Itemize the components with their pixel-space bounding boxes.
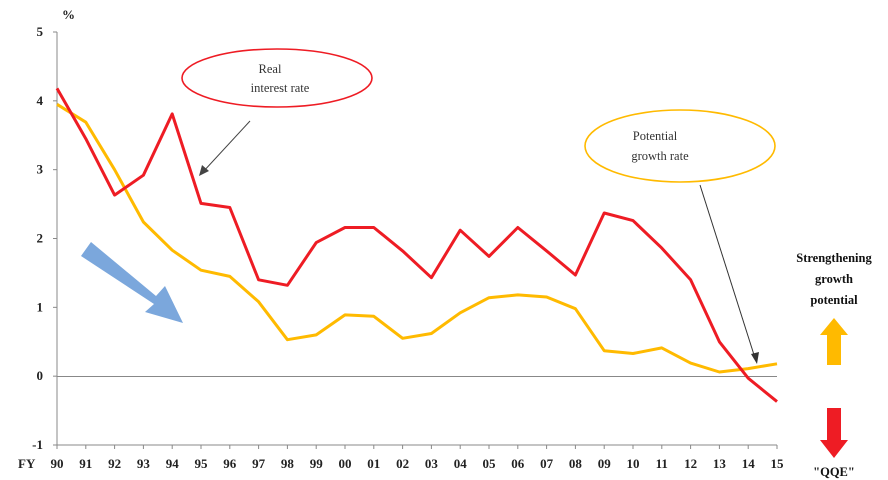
- x-tick-label: 03: [425, 456, 439, 471]
- y-tick-label: 2: [37, 231, 44, 246]
- x-tick-label: 90: [51, 456, 64, 471]
- y-tick-label: 5: [37, 24, 44, 39]
- strengthening-label-line2: growth: [815, 272, 853, 286]
- x-tick-label: 09: [598, 456, 612, 471]
- potential-growth-rate-label-line1: Potential: [633, 129, 678, 143]
- real-interest-rate-label-line2: interest rate: [251, 81, 310, 95]
- y-tick-label: 3: [37, 162, 44, 177]
- series-layer: [55, 87, 778, 403]
- real-interest-rate-line: [55, 87, 778, 403]
- potential-growth-rate-pointer: [699, 184, 756, 359]
- x-tick-label: 13: [713, 456, 727, 471]
- potential-growth-rate-ellipse: [584, 109, 776, 183]
- y-tick-label: 1: [37, 299, 44, 314]
- y-tick-labels: -1 0 1 2 3 4 5: [32, 24, 57, 452]
- x-tick-label: 94: [166, 456, 180, 471]
- x-tick-label: 91: [79, 456, 92, 471]
- strengthening-label-line3: potential: [810, 293, 858, 307]
- real-interest-rate-pointer-head: [199, 165, 209, 176]
- potential-growth-rate-line: [56, 103, 778, 374]
- y-tick-label: -1: [32, 437, 43, 452]
- x-tick-label: 95: [195, 456, 209, 471]
- y-axis-unit-label: %: [62, 7, 75, 22]
- strengthening-label-line1: Strengthening: [796, 251, 872, 265]
- downtrend-arrow: [81, 242, 183, 323]
- x-tick-label: 01: [367, 456, 380, 471]
- real-interest-rate-pointer: [201, 120, 251, 174]
- potential-growth-rate-label-line2: growth rate: [631, 149, 689, 163]
- real-interest-rate-ellipse: [181, 48, 373, 108]
- x-tick-label: 11: [656, 456, 668, 471]
- x-tick-label: 05: [483, 456, 497, 471]
- x-tick-label: 10: [627, 456, 640, 471]
- x-tick-label: 93: [137, 456, 151, 471]
- down-arrow-icon: [820, 408, 848, 458]
- x-tick-label: 99: [310, 456, 324, 471]
- x-tick-label: 98: [281, 456, 295, 471]
- y-tick-label: 4: [37, 93, 44, 108]
- y-tick-label: 0: [37, 368, 44, 383]
- x-tick-label: 96: [223, 456, 237, 471]
- x-tick-label: 06: [511, 456, 525, 471]
- x-tick-label: 07: [540, 456, 554, 471]
- x-tick-label: 15: [771, 456, 785, 471]
- x-tick-label: 00: [339, 456, 352, 471]
- real-interest-rate-label-line1: Real: [259, 62, 282, 76]
- potential-growth-rate-pointer-head: [751, 352, 759, 364]
- x-tick-label: 12: [684, 456, 697, 471]
- x-tick-label: 02: [396, 456, 409, 471]
- up-arrow-icon: [820, 318, 848, 365]
- x-tick-label: 97: [252, 456, 266, 471]
- x-tick-label: 92: [108, 456, 121, 471]
- x-axis-prefix-label: FY: [18, 456, 36, 471]
- x-tick-label: 08: [569, 456, 583, 471]
- x-tick-labels: 90 91 92 93 94 95 96 97 98 99 00 01 02 03 04 05 06 07 08 09…: [51, 445, 785, 471]
- x-tick-label: 14: [742, 456, 756, 471]
- qqe-label: "QQE": [813, 465, 855, 479]
- x-tick-label: 04: [454, 456, 468, 471]
